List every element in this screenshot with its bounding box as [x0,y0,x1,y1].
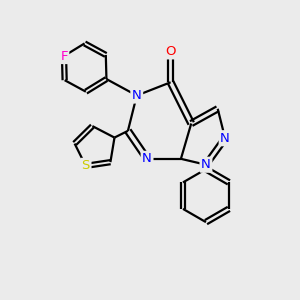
Text: N: N [201,158,211,171]
Text: O: O [165,45,176,58]
Text: N: N [142,152,152,165]
Text: S: S [82,159,90,172]
Text: N: N [132,89,142,102]
Text: N: N [220,132,230,145]
Text: F: F [60,50,68,62]
